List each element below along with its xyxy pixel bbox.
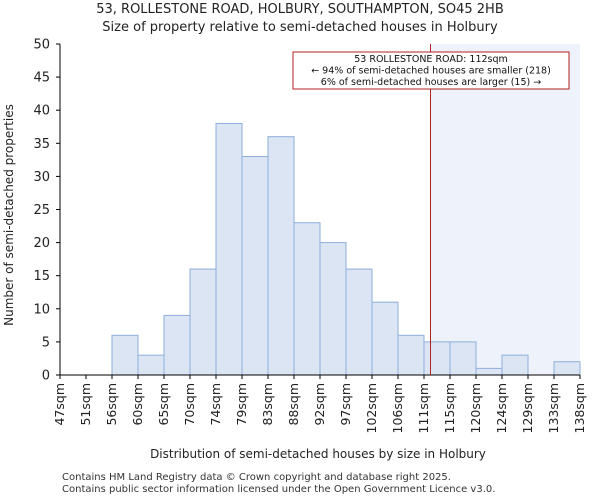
bar	[345, 268, 373, 376]
bar	[553, 361, 581, 376]
highlight-region	[430, 44, 580, 375]
y-tick-label: 50	[33, 38, 50, 53]
x-tick-label: 138sqm	[572, 383, 587, 433]
annotation-line: 53 ROLLESTONE ROAD: 112sqm	[354, 54, 508, 65]
bar	[423, 341, 451, 376]
y-tick-label: 40	[33, 104, 50, 119]
x-tick-label: 133sqm	[546, 383, 561, 433]
x-tick-label: 70sqm	[182, 383, 197, 426]
y-tick-label: 30	[33, 170, 50, 185]
x-tick-label: 60sqm	[130, 383, 145, 426]
annotation-line: 6% of semi-detached houses are larger (1…	[321, 77, 541, 88]
x-tick-label: 120sqm	[468, 383, 483, 433]
x-tick-label: 79sqm	[234, 383, 249, 426]
x-tick-label: 83sqm	[260, 383, 275, 426]
bar	[163, 314, 191, 376]
x-tick-label: 97sqm	[338, 383, 353, 426]
x-tick-label: 129sqm	[520, 383, 535, 433]
x-axis-label: Distribution of semi-detached houses by …	[150, 447, 486, 461]
x-tick-label: 92sqm	[312, 383, 327, 426]
y-tick-label: 25	[33, 203, 50, 218]
bar	[189, 268, 217, 376]
chart-subtitle: Size of property relative to semi-detach…	[102, 20, 498, 35]
x-tick-label: 74sqm	[208, 383, 223, 426]
bar	[215, 122, 243, 376]
x-tick-label: 88sqm	[286, 383, 301, 426]
x-tick-label: 124sqm	[494, 383, 509, 433]
y-axis-label: Number of semi-detached properties	[2, 104, 16, 326]
x-tick-label: 51sqm	[78, 383, 93, 426]
bar	[475, 367, 503, 376]
x-tick-label: 56sqm	[104, 383, 119, 426]
bar	[371, 301, 399, 376]
bar	[137, 354, 165, 376]
x-tick-label: 106sqm	[390, 383, 405, 433]
y-tick-label: 35	[33, 137, 50, 152]
footer-line-1: Contains HM Land Registry data © Crown c…	[62, 472, 451, 483]
x-tick-label: 65sqm	[156, 383, 171, 426]
bar	[319, 242, 347, 376]
bar	[111, 334, 139, 376]
y-tick-label: 15	[33, 269, 50, 284]
annotation-box	[292, 51, 570, 90]
y-tick-label: 10	[33, 302, 50, 317]
x-tick-label: 102sqm	[364, 383, 379, 433]
y-tick-label: 0	[42, 369, 50, 384]
annotation-line: ← 94% of semi-detached houses are smalle…	[311, 66, 551, 77]
x-tick-label: 47sqm	[52, 383, 67, 426]
bar	[449, 341, 477, 376]
y-tick-label: 5	[42, 335, 50, 350]
y-tick-label: 20	[33, 236, 50, 251]
bar	[501, 354, 529, 376]
y-tick-label: 45	[33, 71, 50, 86]
bar	[293, 222, 321, 376]
chart-title: 53, ROLLESTONE ROAD, HOLBURY, SOUTHAMPTO…	[96, 2, 504, 17]
x-tick-label: 115sqm	[442, 383, 457, 433]
bar	[267, 136, 295, 376]
bar	[241, 156, 269, 376]
x-tick-label: 111sqm	[416, 383, 431, 433]
footer-line-2: Contains public sector information licen…	[62, 484, 496, 495]
bar	[397, 334, 425, 376]
